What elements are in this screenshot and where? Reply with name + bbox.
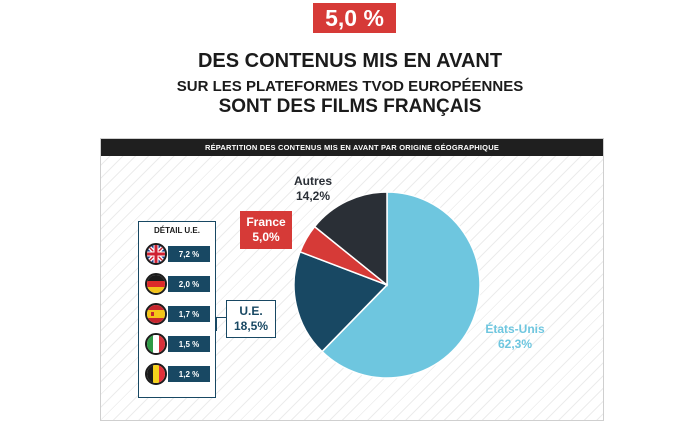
eu-detail-title: DÉTAIL U.E. <box>154 226 200 235</box>
eu-detail-value: 7,2 % <box>168 246 210 262</box>
eu-detail-value: 1,2 % <box>168 366 210 382</box>
pie-chart <box>293 191 481 379</box>
slice-label-us-value: 62,3% <box>497 337 533 351</box>
italy-flag-icon <box>145 333 167 355</box>
slice-label-france-value: 5,0% <box>252 230 280 244</box>
belgium-flag-icon <box>145 363 167 385</box>
eu-detail-row: 2,0 % <box>145 273 211 295</box>
eu-detail-row: 1,7 % <box>145 303 211 325</box>
headline-line-3: SONT DES FILMS FRANÇAIS <box>218 96 482 117</box>
chart-panel: RÉPARTITION DES CONTENUS MIS EN AVANT PA… <box>100 138 604 421</box>
pie-slice--tats-unis <box>321 191 481 379</box>
germany-flag-icon <box>145 273 167 295</box>
headline-line-1: DES CONTENUS MIS EN AVANT <box>197 50 503 72</box>
eu-detail-row: 1,2 % <box>145 363 211 385</box>
connector-line <box>216 317 217 331</box>
eu-detail-row: 7,2 % <box>145 243 211 265</box>
slice-label-ue: U.E. 18,5% <box>226 300 276 338</box>
slice-label-ue-name: U.E. <box>239 304 263 318</box>
spain-flag-icon <box>145 303 167 325</box>
eu-detail-row: 1,5 % <box>145 333 211 355</box>
slice-label-france-name: France <box>246 215 286 229</box>
chart-title: RÉPARTITION DES CONTENUS MIS EN AVANT PA… <box>101 139 603 156</box>
slice-label-us-name: États-Unis <box>485 322 545 336</box>
slice-label-us: États-Unis 62,3% <box>471 322 559 352</box>
slice-label-ue-value: 18,5% <box>233 319 269 333</box>
slice-label-autres: Autres 14,2% <box>283 174 343 204</box>
slice-label-autres-name: Autres <box>293 174 332 188</box>
connector-line <box>216 317 226 318</box>
eu-detail-value: 1,5 % <box>168 336 210 352</box>
eu-detail-box: DÉTAIL U.E. 7,2 % <box>138 221 216 398</box>
slice-label-autres-value: 14,2% <box>295 189 331 203</box>
slice-label-france: France 5,0% <box>240 211 292 249</box>
uk-flag-icon <box>145 243 167 265</box>
pie-slice-autres <box>313 191 388 287</box>
eu-detail-value: 2,0 % <box>168 276 210 292</box>
eu-detail-value: 1,7 % <box>168 306 210 322</box>
headline-line-2: SUR LES PLATEFORMES TVOD EUROPÉENNES <box>176 78 524 95</box>
kpi-badge: 5,0 % <box>313 3 396 33</box>
